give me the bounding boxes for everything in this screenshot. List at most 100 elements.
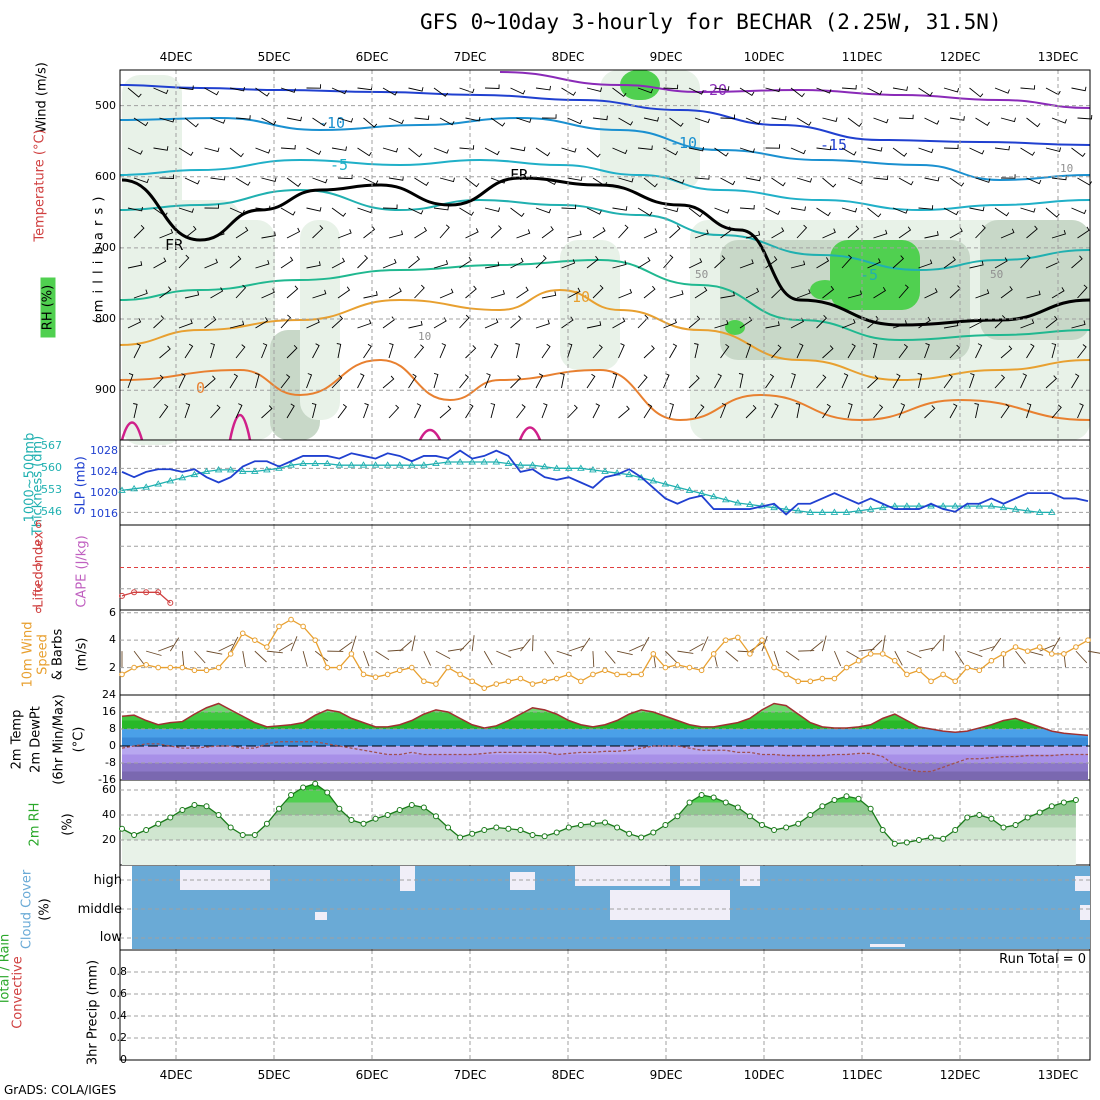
temp-tick: 8: [109, 722, 116, 735]
precip-tick: 0.6: [109, 987, 128, 1000]
cloud-gap: [680, 866, 700, 886]
cloud-level-middle: middle: [77, 902, 122, 917]
wind-barb: [873, 404, 884, 419]
rh-point: [432, 813, 439, 820]
wind-barb: [178, 319, 193, 329]
cloud-gap: [575, 866, 670, 886]
wind-barb: [133, 403, 138, 419]
wind-speed-point: [167, 664, 174, 671]
wind-barb: [336, 343, 342, 359]
wind-barb: [892, 320, 908, 329]
wind-speed-point: [1061, 651, 1067, 657]
wind-barb: [306, 318, 320, 329]
wind-speed-point: [517, 675, 524, 682]
thickness-point: [903, 502, 911, 509]
wind-barb: [663, 318, 677, 329]
wind-barb: [306, 84, 322, 89]
wind-barb: [311, 402, 317, 419]
rh-point: [396, 807, 403, 813]
wind-barb: [465, 345, 477, 359]
wind-speed-point: [433, 681, 439, 687]
wind-speed-point: [626, 671, 632, 678]
wind-barb: [643, 117, 659, 122]
wind-barb: [490, 289, 505, 299]
wind-barb: [159, 228, 174, 239]
top-date-label: 11DEC: [841, 50, 883, 64]
surface-wind-barb: [991, 637, 1002, 652]
wind-barb: [898, 284, 909, 299]
rh-point: [336, 805, 343, 812]
wind-barb: [1045, 147, 1062, 152]
wind-barb: [822, 228, 836, 239]
contour-label: -20: [700, 81, 727, 99]
wind-barb: [898, 226, 912, 239]
rh-point: [891, 840, 898, 847]
surface-wind-barb: [870, 639, 883, 652]
wind-barb: [541, 291, 557, 299]
wind-barb: [975, 224, 986, 239]
thickness-point: [577, 464, 585, 471]
wind-speed-point: [686, 664, 693, 671]
wind-barb: [331, 207, 347, 217]
precip-tick: 0: [120, 1053, 127, 1066]
wind-barb: [153, 257, 167, 269]
rh-point: [360, 820, 367, 827]
wind-speed-point: [879, 651, 886, 657]
rh-point: [638, 834, 645, 841]
surface-wind-barb: [266, 650, 283, 654]
wind-barb: [255, 317, 269, 329]
wind-barb: [439, 288, 454, 299]
wind-barb: [255, 205, 271, 211]
thickness-tick: 546: [41, 505, 62, 519]
wind-barb: [816, 207, 831, 217]
wind-barb: [720, 226, 733, 239]
wind-barb: [184, 225, 197, 239]
thickness-point: [347, 461, 356, 468]
thickness-point: [794, 506, 802, 514]
wind10-barbs-label: & Barbs: [50, 628, 66, 681]
wind-barb: [688, 146, 704, 152]
wind-barb: [847, 402, 853, 419]
surface-wind-barb: [580, 637, 591, 652]
surface-wind-barb: [628, 644, 644, 652]
wind-barb: [669, 177, 685, 184]
contour-label: 10: [1060, 162, 1073, 175]
wind-barb: [439, 117, 455, 126]
wind-barb: [567, 117, 583, 125]
wind-barb: [490, 177, 506, 184]
surface-wind-barb: [520, 638, 531, 652]
wind-barb: [745, 176, 761, 182]
thickness-point: [142, 483, 150, 490]
wind-speed-point: [976, 667, 983, 674]
rh-point: [915, 837, 922, 843]
thickness-point: [299, 459, 307, 467]
wind-barb: [510, 207, 525, 218]
wind-speed-point: [964, 664, 971, 671]
precip-tick: 0.2: [109, 1031, 128, 1044]
wind-barb: [210, 175, 226, 181]
wind-barb: [969, 260, 984, 269]
wind-barb: [663, 373, 670, 389]
wind-barb: [184, 117, 199, 128]
wind-barb: [204, 204, 220, 209]
wind-barb: [924, 176, 940, 182]
wind-barb: [433, 372, 439, 389]
wind-speed-point: [215, 664, 222, 671]
wind-barb: [388, 342, 394, 359]
surface-wind-barb: [967, 650, 983, 658]
wind-barb: [867, 375, 879, 389]
surface-wind-barb: [411, 635, 416, 652]
cloud-gap: [315, 912, 327, 920]
wind-barb: [261, 405, 273, 419]
wind-barb: [975, 289, 990, 299]
cloud-gap: [400, 866, 415, 891]
wind-barb: [739, 147, 755, 153]
thickness-point: [395, 461, 404, 468]
bottom-date-label: 11DEC: [841, 1068, 883, 1082]
rh-point: [831, 797, 838, 803]
wind-barb: [796, 117, 812, 126]
temp-tick: 0: [109, 739, 116, 752]
rh-point: [783, 824, 790, 831]
bottom-date-label: 12DEC: [939, 1068, 981, 1082]
wind-barb: [822, 285, 835, 299]
